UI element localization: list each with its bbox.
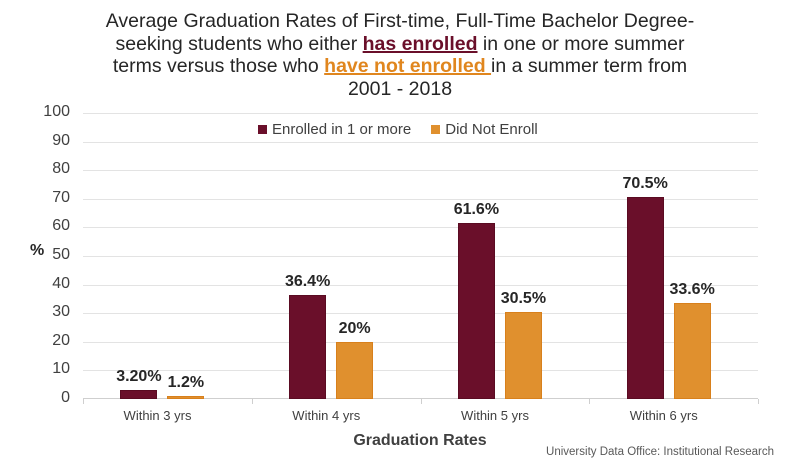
y-tick-label: 30 [52, 303, 70, 321]
y-tick-label: 60 [52, 217, 70, 235]
legend: Enrolled in 1 or more Did Not Enroll [258, 121, 538, 138]
x-tick-label: Within 6 yrs [629, 408, 698, 423]
x-tick [251, 399, 253, 404]
plot-area: 3.20% 1.2% 36.4% 20% 61.6% 30.5% 70.5% 33.6% [83, 113, 759, 404]
x-axis-line [83, 398, 758, 399]
data-label: 30.5% [500, 289, 547, 307]
bar-did-not-enroll [504, 311, 542, 399]
y-tick-label: 50 [52, 246, 70, 263]
y-tick-label: 10 [52, 360, 70, 378]
legend-item-enrolled: Enrolled in 1 or more [258, 121, 411, 138]
y-tick-label: 20 [52, 331, 70, 349]
x-tick [758, 399, 759, 404]
x-tick-label: Within 4 yrs [292, 408, 361, 423]
gridline [83, 341, 758, 343]
gridline [83, 256, 758, 257]
x-tick [83, 399, 84, 404]
legend-label: Did Not Enroll [445, 121, 538, 138]
y-tick-label: 0 [61, 389, 70, 406]
bar-enrolled [457, 222, 495, 399]
title-highlight-enrolled: has enrolled [362, 32, 478, 55]
title-highlight-not-enrolled: have not enrolled [324, 55, 492, 77]
gridline [83, 370, 758, 372]
data-label: 3.20% [116, 367, 162, 385]
data-label: 61.6% [453, 200, 500, 218]
x-axis-title: Graduation Rates [353, 432, 487, 449]
title-text: seeking students who either [115, 32, 363, 55]
bar-enrolled [120, 389, 158, 399]
title-text: in one or more summer [477, 32, 685, 55]
y-tick-label: 80 [52, 160, 70, 178]
legend-swatch-enrolled [258, 125, 267, 134]
y-tick-label: 90 [52, 131, 70, 149]
gridline [83, 113, 758, 114]
data-label: 70.5% [622, 175, 668, 193]
x-tick [589, 399, 591, 404]
y-tick-label: 100 [43, 103, 70, 120]
title-text: in a summer term from [491, 55, 688, 77]
y-tick-label: 40 [52, 274, 70, 292]
legend-swatch-did-not-enroll [431, 125, 441, 134]
gridline [83, 313, 758, 315]
source-note: University Data Office: Institutional Re… [546, 446, 774, 458]
data-label: 36.4% [284, 272, 331, 290]
legend-item-did-not-enroll: Did Not Enroll [431, 121, 538, 138]
y-axis-title: % [30, 242, 45, 259]
x-tick-label: Within 5 yrs [461, 408, 529, 423]
x-tick-label: Within 3 yrs [123, 408, 192, 423]
title-text: terms versus those who [112, 55, 325, 77]
bar-did-not-enroll [167, 395, 205, 399]
chart-title: Average Graduation Rates of First-time, … [80, 10, 720, 100]
title-line-4: 2001 - 2018 [347, 77, 453, 100]
bar-enrolled [289, 294, 327, 399]
x-tick [420, 399, 422, 404]
gridline [83, 227, 758, 229]
data-label: 33.6% [669, 280, 715, 298]
bar-did-not-enroll [336, 341, 374, 399]
legend-label: Enrolled in 1 or more [272, 121, 412, 138]
y-tick-label: 70 [52, 188, 70, 206]
gridline [83, 284, 758, 286]
bar-did-not-enroll [673, 302, 711, 399]
data-label: 1.2% [167, 373, 205, 391]
gridline [83, 141, 758, 143]
data-label: 20% [338, 319, 371, 337]
bar-enrolled [626, 197, 664, 399]
gridline [83, 198, 758, 200]
gridline [83, 170, 758, 172]
title-line-1: Average Graduation Rates of First-time, … [105, 10, 695, 32]
